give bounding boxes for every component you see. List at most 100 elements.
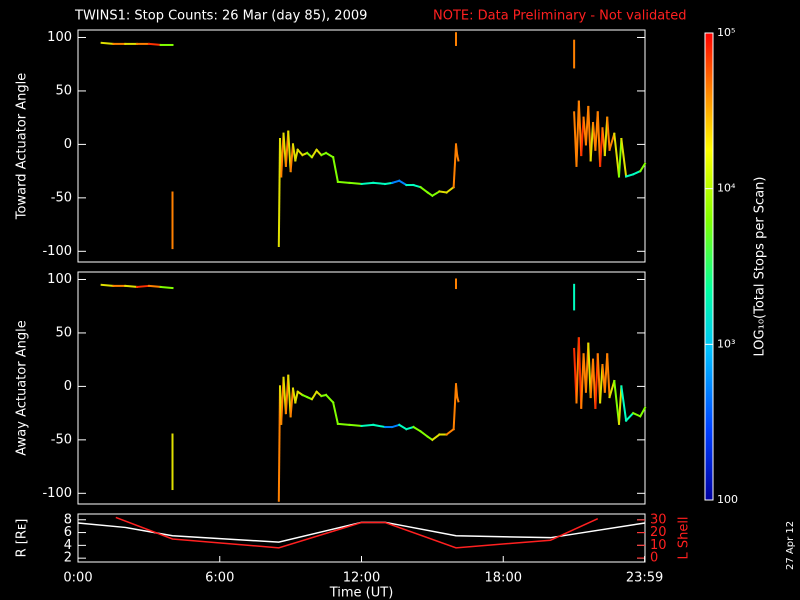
data-segment xyxy=(445,185,456,194)
data-segment xyxy=(397,423,408,431)
x-tick-label: 23:59 xyxy=(626,571,663,586)
y-axis-label: Toward Actuator Angle xyxy=(15,73,30,220)
x-tick-label: 18:00 xyxy=(485,571,522,586)
data-segment xyxy=(100,283,115,287)
data-segment xyxy=(372,423,387,429)
data-segment xyxy=(348,181,363,186)
y-tick-label: 50 xyxy=(55,83,72,98)
data-segment xyxy=(336,422,351,426)
data-segment xyxy=(124,284,139,289)
data-segment xyxy=(331,156,340,183)
data-segment xyxy=(324,393,335,404)
data-segment xyxy=(606,353,611,399)
colorbar-tick-label: 10⁵ xyxy=(717,26,735,39)
data-segment xyxy=(147,284,162,289)
y-tick-label: -50 xyxy=(51,432,72,447)
data-segment xyxy=(315,148,323,157)
data-segment xyxy=(613,379,621,425)
data-segment xyxy=(638,406,647,418)
data-segment xyxy=(624,173,635,178)
x-tick-label: 6:00 xyxy=(205,571,234,586)
y-tick-label: 2 xyxy=(64,551,72,566)
data-segment xyxy=(331,401,340,426)
data-segment xyxy=(430,433,441,442)
plot-frame xyxy=(77,29,646,263)
data-segment xyxy=(419,429,430,439)
data-segment xyxy=(624,411,635,423)
data-segment xyxy=(294,148,299,162)
data-segment xyxy=(454,383,459,399)
colorbar-tick-label: 100 xyxy=(717,493,738,506)
data-segment xyxy=(310,390,318,401)
data-segment xyxy=(455,153,460,162)
data-segment xyxy=(324,151,335,159)
data-segment xyxy=(289,143,295,173)
y2-tick-label: 0 xyxy=(650,550,658,565)
data-segment xyxy=(397,179,408,187)
data-segment xyxy=(159,285,174,290)
y-tick-label: -100 xyxy=(42,486,72,501)
data-segment xyxy=(412,183,422,189)
data-segment xyxy=(606,116,611,151)
data-segment xyxy=(431,190,441,198)
title: TWINS1: Stop Counts: 26 Mar (day 85), 20… xyxy=(74,9,367,24)
series-line xyxy=(115,516,599,549)
data-segment xyxy=(620,137,628,178)
data-segment xyxy=(617,385,623,425)
data-segment xyxy=(631,169,642,176)
data-segment xyxy=(135,284,150,289)
y-tick-label: -50 xyxy=(51,190,72,205)
data-segment xyxy=(455,395,460,403)
date: 27 Apr 12 xyxy=(785,521,796,570)
data-segment xyxy=(147,42,162,47)
y-tick-label: 0 xyxy=(64,137,72,152)
plot-frame xyxy=(77,513,646,563)
y2-tick-label: 30 xyxy=(650,512,667,527)
data-segment xyxy=(360,423,375,428)
data-segment xyxy=(452,383,458,431)
data-segment xyxy=(336,180,351,184)
data-segment xyxy=(412,425,422,433)
colorbar-tick-label: 10³ xyxy=(717,337,735,350)
data-segment xyxy=(305,151,314,159)
data-segment xyxy=(638,162,647,173)
y-axis-label: Away Actuator Angle xyxy=(15,320,30,455)
data-segment xyxy=(296,148,304,157)
y-tick-label: 50 xyxy=(55,325,72,340)
y2-axis-label: L Shell xyxy=(677,516,692,559)
data-segment xyxy=(608,132,616,151)
note: NOTE: Data Preliminary - Not validated xyxy=(433,9,687,24)
data-segment xyxy=(372,181,387,186)
colorbar-tick-label: 10⁴ xyxy=(717,182,736,195)
data-segment xyxy=(454,143,459,157)
colorbar xyxy=(704,32,714,501)
y-tick-label: 100 xyxy=(47,272,72,287)
y-tick-label: 100 xyxy=(47,30,72,45)
series-line xyxy=(77,521,646,543)
data-segment xyxy=(608,379,616,399)
x-axis-label: Time (UT) xyxy=(329,586,394,600)
data-segment xyxy=(294,390,299,404)
y-tick-label: 8 xyxy=(64,512,72,527)
x-tick-label: 12:00 xyxy=(343,571,380,586)
data-segment xyxy=(617,137,623,178)
plot-frame xyxy=(77,271,646,505)
data-segment xyxy=(360,181,375,186)
data-segment xyxy=(310,148,318,159)
y-axis-label: R [Rᴇ] xyxy=(15,519,30,558)
y-tick-label: 0 xyxy=(64,379,72,394)
data-segment xyxy=(419,185,430,194)
y-tick-label: 4 xyxy=(64,538,72,553)
data-segment xyxy=(445,427,456,436)
data-segment xyxy=(348,423,363,428)
data-segment xyxy=(289,387,295,418)
data-segment xyxy=(100,41,115,45)
y2-tick-label: 10 xyxy=(650,538,667,553)
data-segment xyxy=(631,411,642,418)
data-segment xyxy=(452,143,458,189)
x-tick-label: 0:00 xyxy=(63,571,92,586)
data-segment xyxy=(620,385,628,422)
y-tick-label: 6 xyxy=(64,525,72,540)
colorbar-label: LOG₁₀(Total Stops per Scan) xyxy=(753,177,768,357)
